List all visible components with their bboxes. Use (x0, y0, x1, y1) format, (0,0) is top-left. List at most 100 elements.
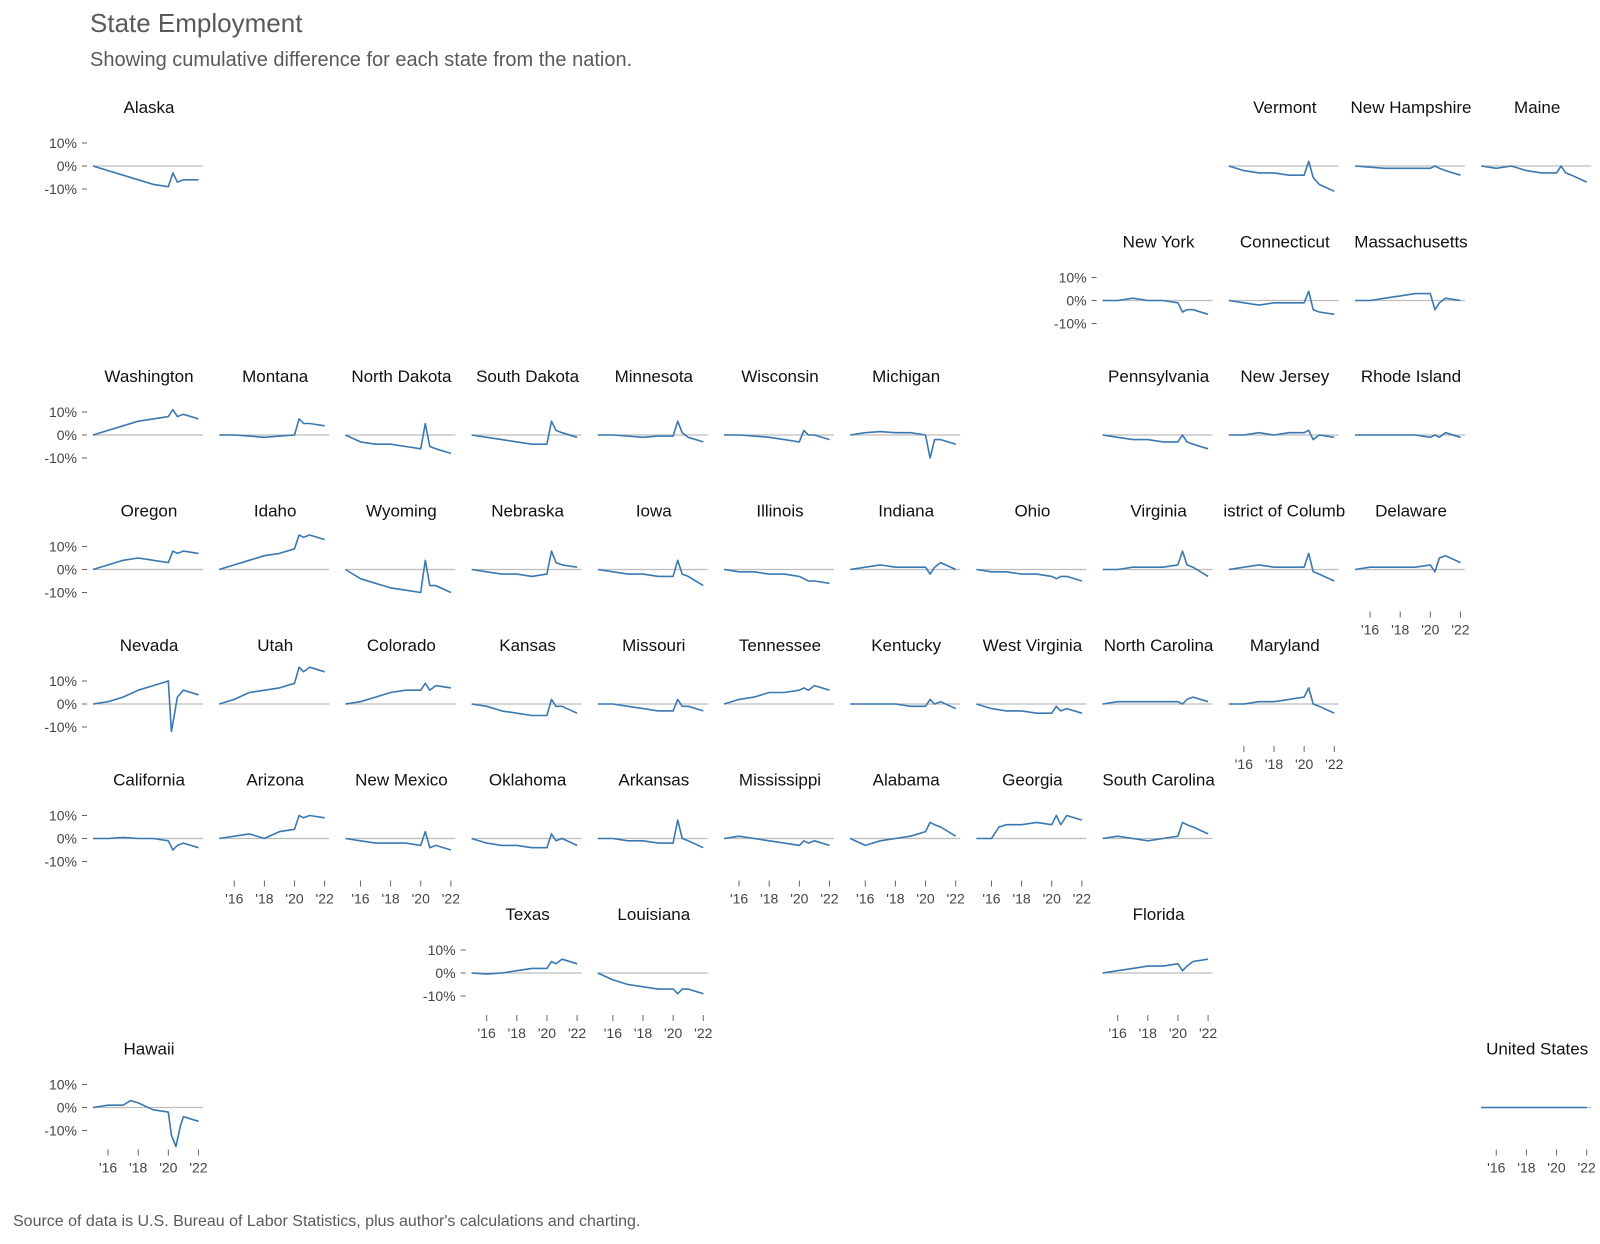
y-tick-label: 10% (49, 135, 77, 151)
x-tick-label: '20 (1169, 1025, 1187, 1041)
x-tick-label: '20 (1421, 622, 1439, 638)
panel-north-carolina: North Carolina (1102, 636, 1214, 705)
panel-nevada: Nevada 10% 0% -10% (44, 636, 203, 735)
series-line-wyoming (344, 559, 452, 594)
panel-oklahoma: Oklahoma (471, 771, 582, 849)
x-tick-label: '18 (1517, 1160, 1535, 1176)
panel-minnesota: Minnesota (597, 367, 708, 443)
series-line-massachusetts (1355, 292, 1461, 311)
series-line-pennsylvania (1102, 434, 1209, 450)
panel-title-michigan: Michigan (872, 367, 940, 386)
series-line-indiana (850, 561, 957, 575)
panel-michigan: Michigan (850, 367, 961, 459)
y-tick-label: -10% (44, 1123, 77, 1139)
panel-title-missouri: Missouri (622, 636, 685, 655)
panel-colorado: Colorado (345, 636, 456, 705)
x-tick-label: '22 (694, 1025, 712, 1041)
panel-title-virginia: Virginia (1130, 502, 1187, 521)
panel-title-new-jersey: New Jersey (1240, 367, 1329, 386)
panel-title-rhode-island: Rhode Island (1361, 367, 1461, 386)
panel-title-south-dakota: South Dakota (476, 367, 580, 386)
y-tick-label: -10% (44, 854, 77, 870)
panel-title-pennsylvania: Pennsylvania (1108, 367, 1210, 386)
x-tick-label: '22 (189, 1160, 207, 1176)
series-line-maine (1481, 165, 1588, 183)
y-tick-label: 0% (57, 562, 77, 578)
panel-connecticut: Connecticut (1228, 233, 1339, 316)
series-line-connecticut (1228, 290, 1335, 316)
series-line-tennessee (723, 684, 830, 705)
panel-title-south-carolina: South Carolina (1102, 771, 1215, 790)
x-tick-label: '18 (381, 891, 399, 907)
series-line-arkansas (597, 819, 704, 849)
panel-title-kansas: Kansas (499, 636, 556, 655)
series-line-north-dakota (345, 422, 452, 455)
x-tick-label: '20 (1295, 756, 1313, 772)
panel-north-dakota: North Dakota (345, 367, 456, 455)
x-tick-label: '22 (316, 891, 334, 907)
series-line-kansas (471, 698, 578, 717)
panel-title-indiana: Indiana (878, 502, 934, 521)
panel-wyoming: Wyoming (344, 502, 456, 594)
x-tick-label: '20 (664, 1025, 682, 1041)
series-line-oklahoma (471, 833, 578, 849)
panel-title-alabama: Alabama (873, 771, 941, 790)
series-line-virginia (1102, 550, 1209, 578)
panel-title-utah: Utah (257, 636, 293, 655)
panel-hawaii: Hawaii 10% 0% -10% '16 '18 '20 '22 (44, 1040, 208, 1176)
panel-new-jersey: New Jersey (1228, 367, 1339, 441)
series-line-idaho (218, 534, 325, 571)
series-line-california (93, 836, 199, 851)
panel-west-virginia: West Virginia (976, 636, 1087, 715)
x-tick-label: '22 (442, 891, 460, 907)
panel-title-west-virginia: West Virginia (983, 636, 1083, 655)
panel-title-montana: Montana (242, 367, 309, 386)
series-line-washington (92, 408, 199, 436)
series-line-new-jersey (1228, 429, 1335, 441)
y-tick-label: -10% (44, 450, 77, 466)
x-tick-label: '18 (1391, 622, 1409, 638)
panel-title-north-dakota: North Dakota (351, 367, 452, 386)
series-line-nebraska (471, 550, 578, 578)
series-line-delaware (1354, 554, 1461, 573)
x-tick-label: '22 (1451, 622, 1469, 638)
panel-vermont: Vermont (1228, 98, 1339, 193)
series-line-vermont (1228, 160, 1335, 193)
series-line-utah (218, 666, 325, 705)
x-tick-label: '16 (1109, 1025, 1127, 1041)
panel-title-mississippi: Mississippi (739, 771, 821, 790)
y-tick-label: 0% (57, 831, 77, 847)
x-tick-label: '16 (1235, 756, 1253, 772)
x-tick-label: '18 (255, 891, 273, 907)
x-tick-label: '20 (412, 891, 430, 907)
panel-title-wisconsin: Wisconsin (741, 367, 818, 386)
x-tick-label: '18 (1012, 891, 1030, 907)
x-tick-label: '22 (947, 891, 965, 907)
series-line-ohio (976, 568, 1083, 582)
series-line-colorado (345, 682, 452, 705)
panel-title-colorado: Colorado (367, 636, 436, 655)
series-line-alabama (849, 821, 957, 847)
panel-wisconsin: Wisconsin (724, 367, 834, 443)
panel-title-maryland: Maryland (1250, 636, 1320, 655)
y-tick-label: 10% (428, 942, 456, 958)
x-tick-label: '18 (1265, 756, 1283, 772)
y-tick-label: -10% (44, 585, 77, 601)
page-title: State Employment (90, 8, 303, 38)
panel-district-of-columbia: District of Columbia (1223, 502, 1345, 582)
source-caption: Source of data is U.S. Bureau of Labor S… (13, 1213, 641, 1230)
x-tick-label: '22 (568, 1025, 586, 1041)
panel-arizona: Arizona '16 '18 '20 '22 (219, 771, 334, 907)
y-tick-label: -10% (44, 719, 77, 735)
series-line-montana (219, 418, 325, 439)
panel-nebraska: Nebraska (471, 502, 582, 578)
panel-title-oklahoma: Oklahoma (489, 771, 567, 790)
series-line-maryland (1228, 687, 1335, 714)
panel-title-nevada: Nevada (120, 636, 179, 655)
y-tick-label: 0% (435, 965, 455, 981)
panel-title-wyoming: Wyoming (366, 502, 437, 521)
panel-title-vermont: Vermont (1253, 98, 1317, 117)
x-tick-label: '16 (856, 891, 874, 907)
panel-iowa: Iowa (597, 502, 708, 587)
panel-title-minnesota: Minnesota (615, 367, 694, 386)
